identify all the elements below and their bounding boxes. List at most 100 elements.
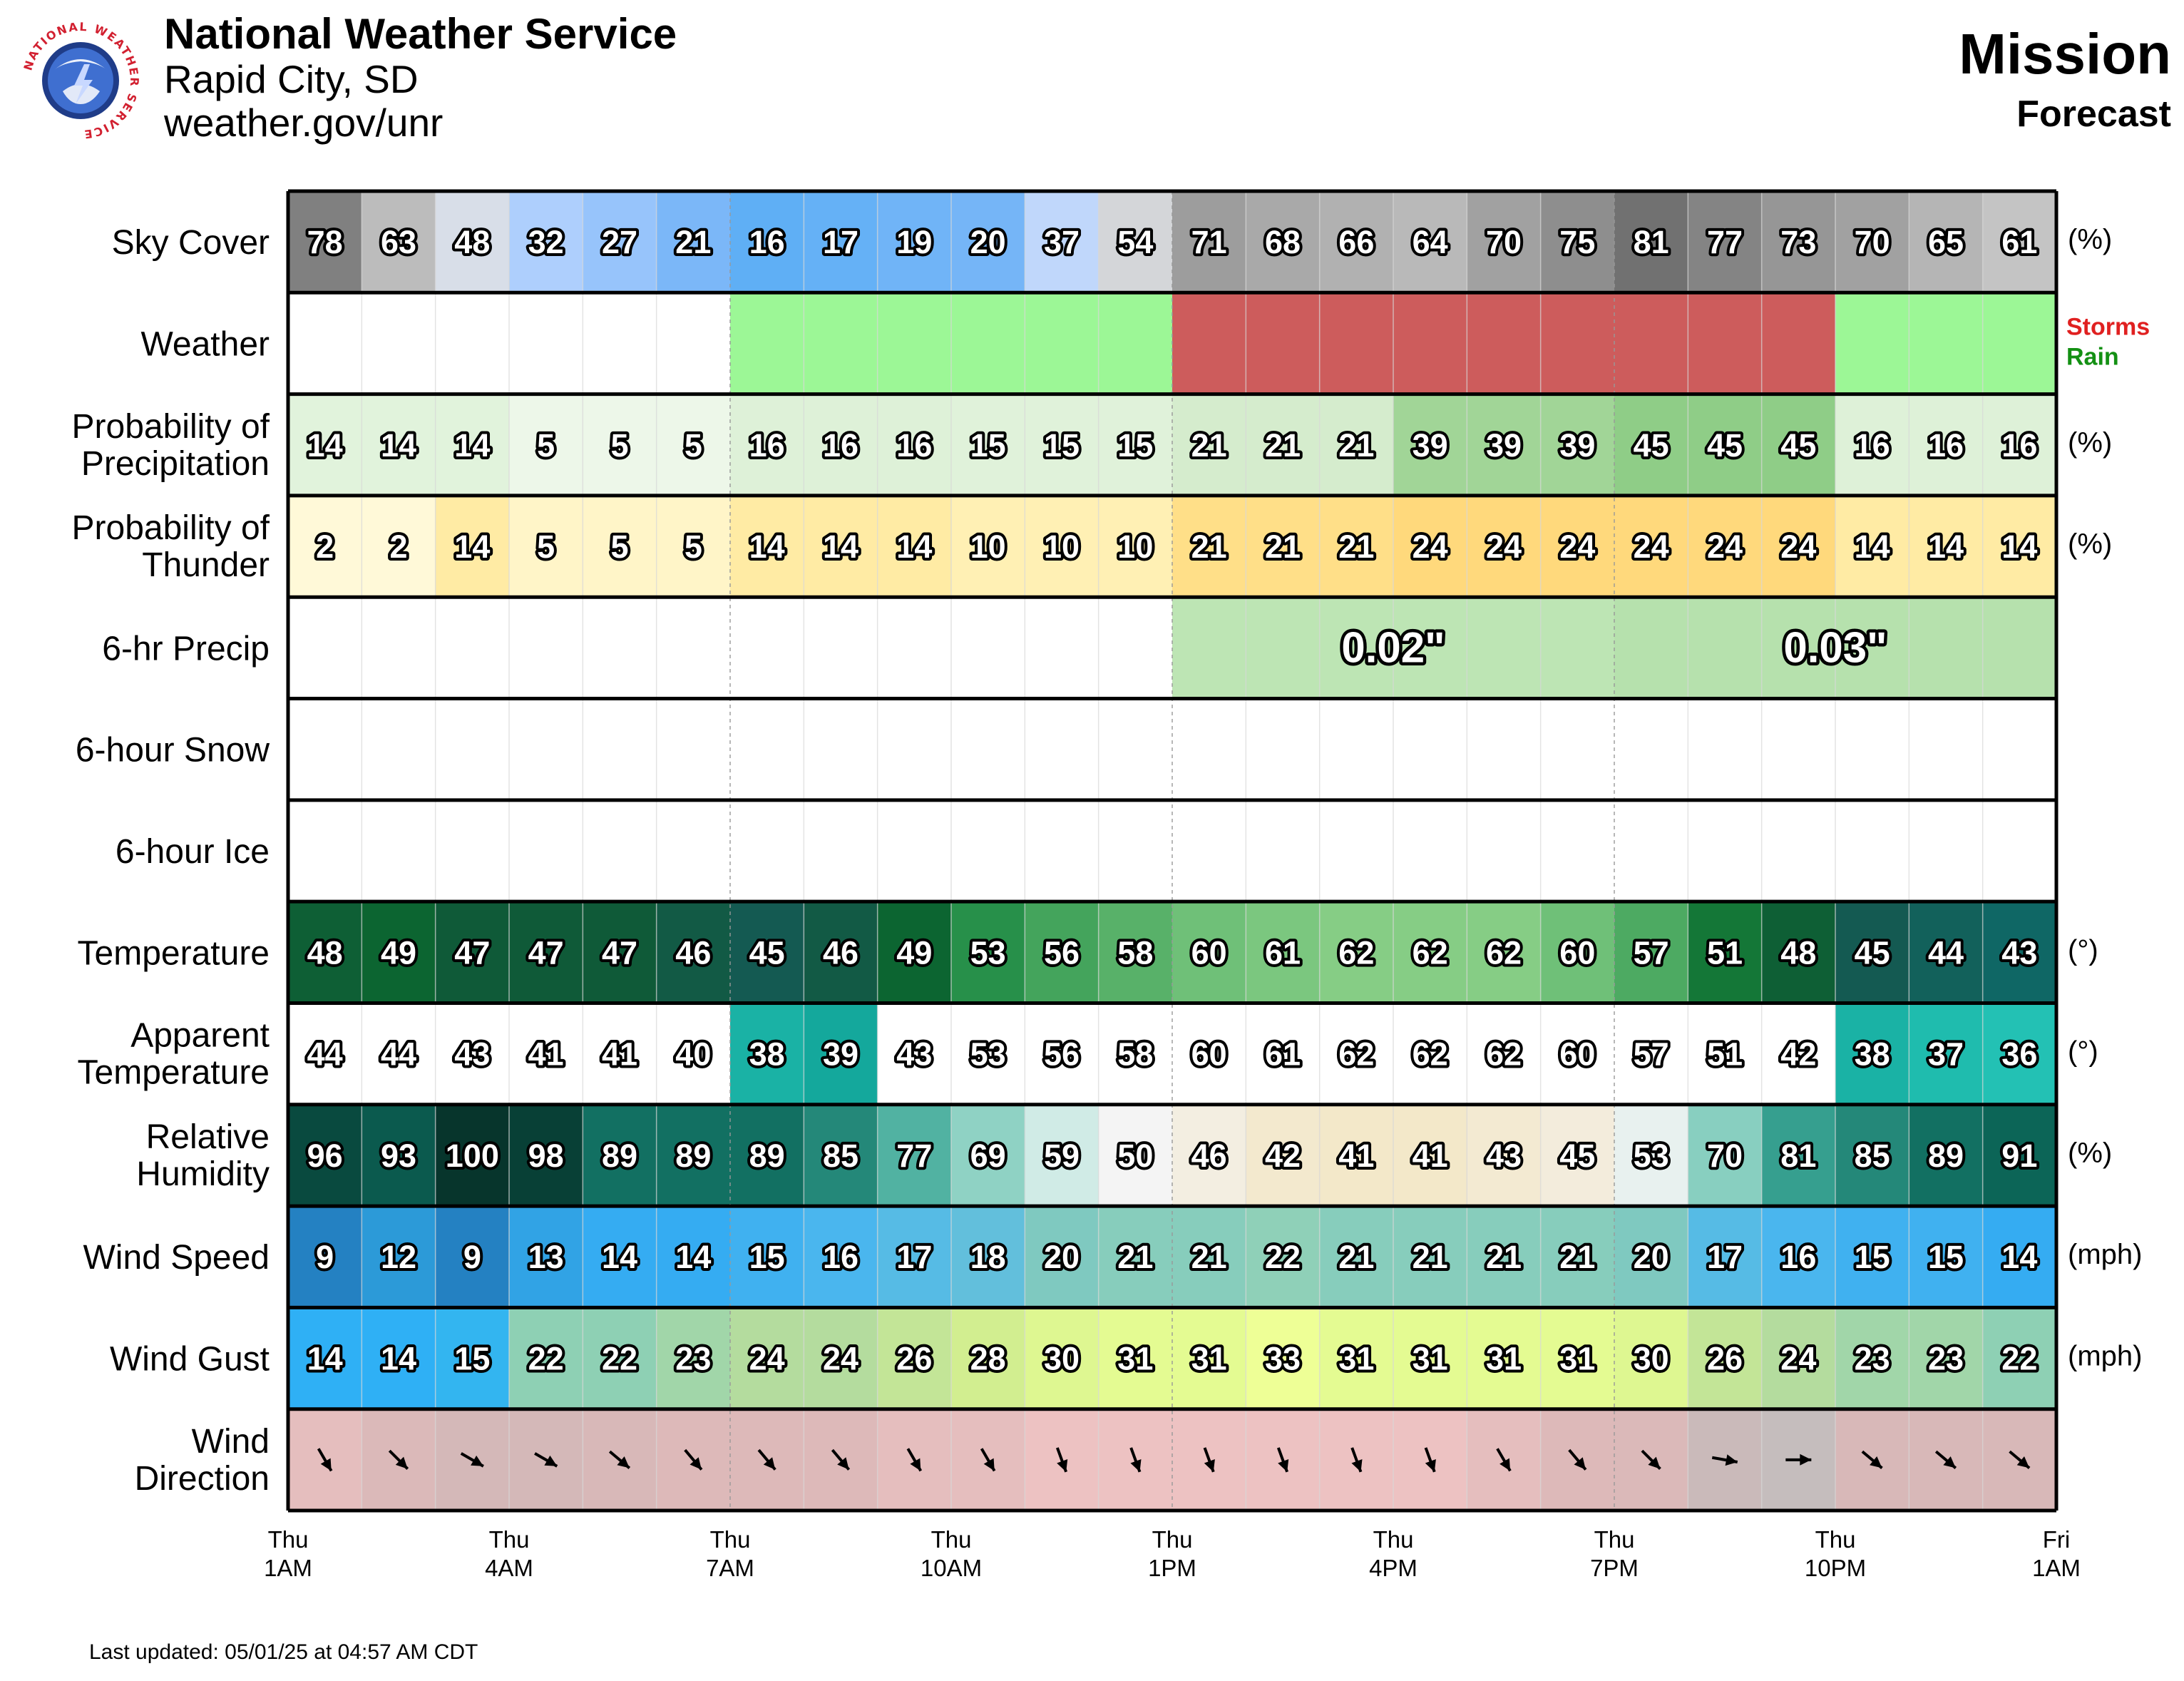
rh-cell: [1761, 1104, 1836, 1207]
row-label-weather: Weather: [140, 325, 270, 363]
gust-value: 23: [1928, 1341, 1964, 1377]
apparent-value: 57: [1634, 1036, 1669, 1073]
gust-value: 14: [307, 1341, 343, 1377]
office-url[interactable]: weather.gov/unr: [164, 101, 444, 145]
rh-value: 89: [749, 1138, 785, 1174]
sky-cell: [362, 191, 436, 293]
time-label-hour: 7AM: [706, 1555, 754, 1581]
sky-cell: [1467, 191, 1542, 293]
time-label-day: Thu: [489, 1526, 530, 1553]
arrow-head: [471, 1455, 483, 1466]
temp-cell: [1393, 901, 1467, 1003]
row-label-line: Probability of: [72, 509, 270, 547]
thunder-value: 5: [537, 528, 555, 565]
arrow-head: [1870, 1456, 1882, 1468]
sky-value: 71: [1191, 224, 1227, 260]
thunder-value: 24: [1634, 528, 1669, 565]
gust-cell: [288, 1307, 362, 1409]
wind-value: 13: [528, 1239, 564, 1275]
sky-value: 61: [2001, 224, 2037, 260]
time-label-hour: 10PM: [1805, 1555, 1866, 1581]
sky-value: 27: [602, 224, 637, 260]
gust-cell: [804, 1307, 878, 1409]
wind-cell: [730, 1206, 804, 1308]
gust-cell: [1172, 1307, 1246, 1409]
temp-value: 46: [823, 934, 858, 971]
apparent-cell: [362, 1003, 436, 1105]
row-label-gust: Wind Gust: [110, 1341, 270, 1379]
sky-cell: [509, 191, 583, 293]
sky-cell: [1835, 191, 1909, 293]
arrow-head: [910, 1458, 921, 1471]
pop-cell: [656, 394, 731, 496]
arrow-head: [1574, 1457, 1586, 1470]
gust-value: 31: [1117, 1341, 1153, 1377]
sky-value: 64: [1413, 224, 1448, 260]
wind-cell: [1688, 1206, 1763, 1308]
sky-value: 78: [307, 224, 343, 260]
weather-cell: [509, 292, 583, 394]
time-label-hour: 1AM: [264, 1555, 312, 1581]
wind-direction-arrow: [757, 1448, 776, 1471]
wind-direction-arrow: [2009, 1450, 2031, 1469]
wind-value: 17: [1707, 1239, 1743, 1275]
rh-cell: [951, 1104, 1025, 1207]
rh-cell: [1467, 1104, 1542, 1207]
arrow-head: [763, 1457, 776, 1470]
temp-cell: [1614, 901, 1688, 1003]
gust-cell: [1761, 1307, 1836, 1409]
wind-cell: [1909, 1206, 1984, 1308]
sky-cell: [951, 191, 1025, 293]
temp-value: 60: [1191, 934, 1227, 971]
thunder-value: 24: [1486, 528, 1522, 565]
rh-cell: [288, 1104, 362, 1207]
gust-value: 26: [896, 1341, 932, 1377]
temp-value: 58: [1117, 934, 1153, 971]
gust-value: 24: [823, 1341, 858, 1377]
thunder-cell: [1540, 495, 1615, 598]
thunder-value: 21: [1265, 528, 1301, 565]
apparent-value: 41: [528, 1036, 564, 1073]
gust-cell: [1393, 1307, 1467, 1409]
time-label-day: Thu: [1594, 1526, 1635, 1553]
gust-cell: [1025, 1307, 1099, 1409]
wind-cell: [951, 1206, 1025, 1308]
pop-value: 15: [1044, 427, 1080, 464]
pop-value: 21: [1338, 427, 1374, 464]
thunder-value: 24: [1780, 528, 1816, 565]
weather-cell: [951, 292, 1025, 394]
apparent-cell: [656, 1003, 731, 1105]
gust-cell: [1098, 1307, 1173, 1409]
wind-value: 21: [1413, 1239, 1448, 1275]
wind-cell: [656, 1206, 731, 1308]
arrow-head: [1725, 1454, 1738, 1466]
time-label: Fri 1AM: [2032, 1526, 2081, 1581]
wind-cell: [1467, 1206, 1542, 1308]
wind-direction-arrow: [1424, 1447, 1436, 1473]
wind-cell: [1319, 1206, 1394, 1308]
thunder-cell: [435, 495, 510, 598]
apparent-value: 40: [675, 1036, 711, 1073]
time-label: Thu 7AM: [706, 1526, 754, 1581]
temp-value: 60: [1559, 934, 1595, 971]
sky-cell: [1982, 191, 2057, 293]
sky-value: 63: [381, 224, 416, 260]
wind-value: 14: [602, 1239, 637, 1275]
sky-value: 68: [1265, 224, 1301, 260]
wind-cell: [1246, 1206, 1321, 1308]
pop-value: 39: [1413, 427, 1448, 464]
weather-cell: [362, 292, 436, 394]
apparent-cell: [1025, 1003, 1099, 1105]
rh-value: 85: [1855, 1138, 1890, 1174]
row-label-line: Relative: [146, 1118, 270, 1156]
temp-value: 47: [602, 934, 637, 971]
apparent-cell: [435, 1003, 510, 1105]
thunder-cell: [1025, 495, 1099, 598]
apparent-value: 56: [1044, 1036, 1080, 1073]
arrow-head: [1648, 1456, 1661, 1469]
weather-cell: [1025, 292, 1099, 394]
thunder-value: 14: [1928, 528, 1964, 565]
gust-value: 24: [1780, 1341, 1816, 1377]
wind-cell: [1025, 1206, 1099, 1308]
row-label-wind: Wind Speed: [83, 1239, 270, 1277]
